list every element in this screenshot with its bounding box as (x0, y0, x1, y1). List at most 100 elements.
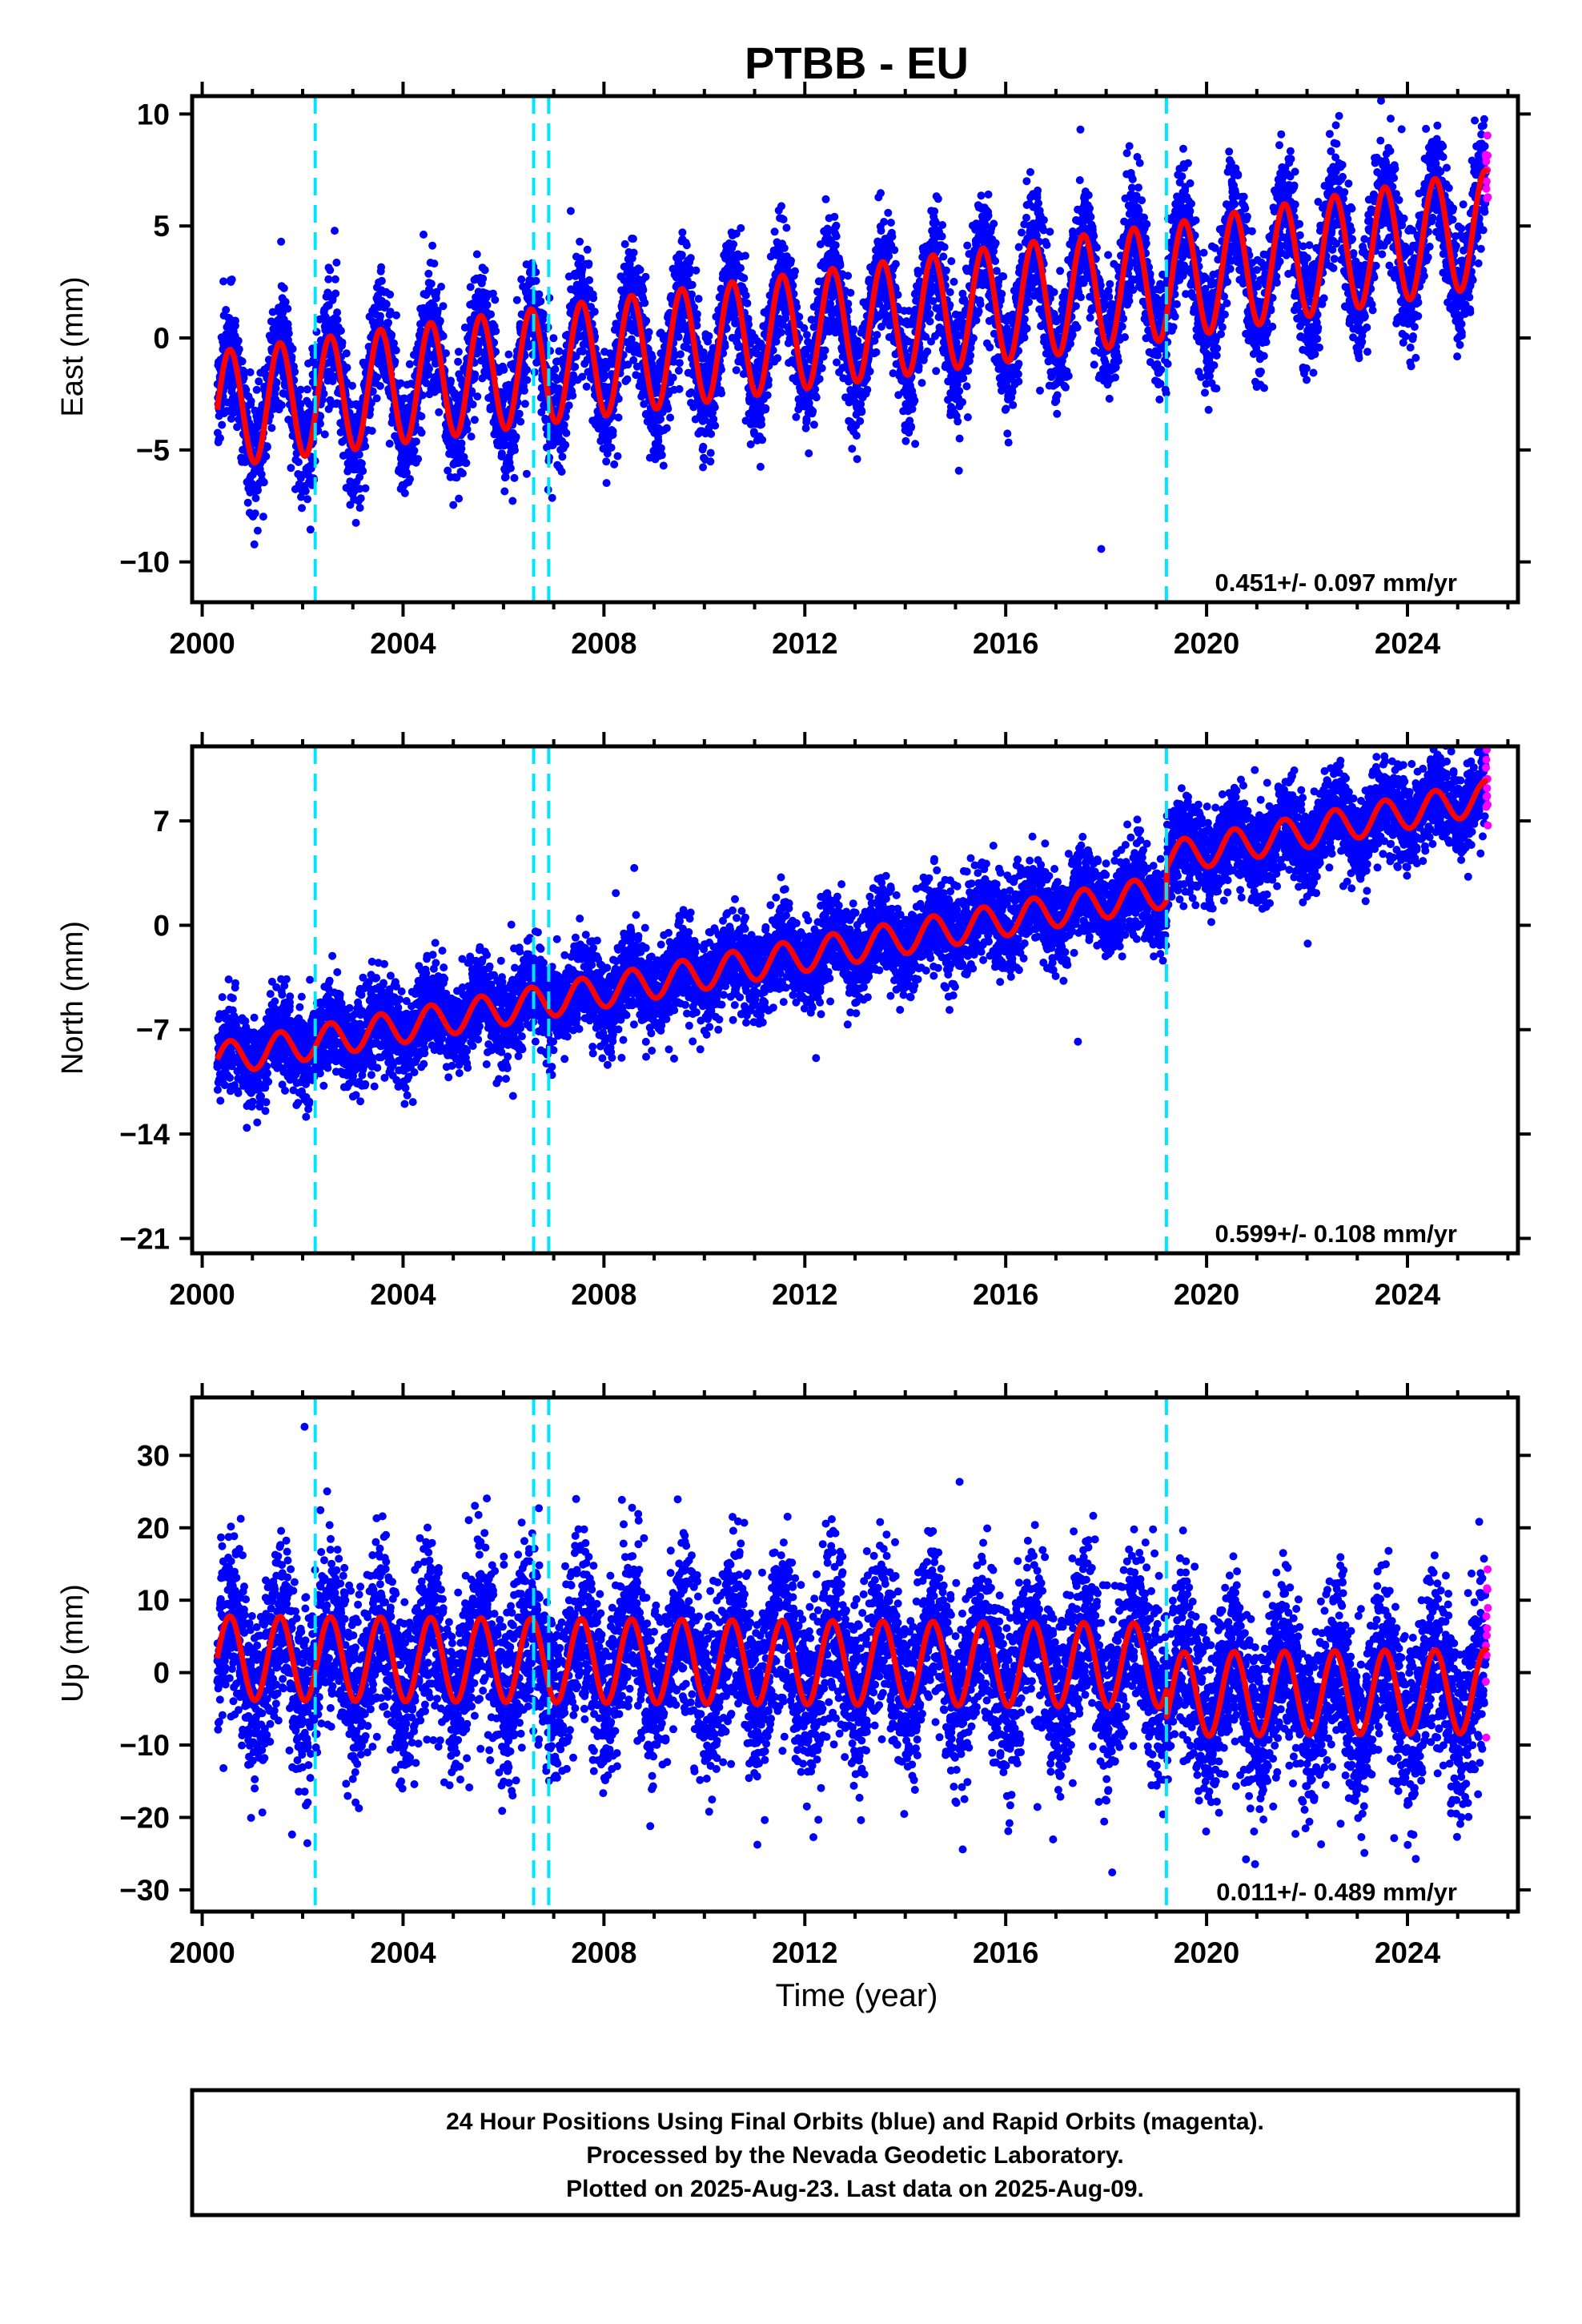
east-point (439, 332, 448, 340)
east-point (390, 339, 398, 348)
east-point (333, 308, 342, 317)
east-point (831, 241, 840, 250)
east-point (235, 345, 243, 354)
east-point (763, 391, 772, 400)
east-point (676, 350, 685, 359)
east-point (780, 243, 789, 252)
east-point (805, 449, 813, 458)
east-point (607, 444, 616, 452)
east-point (400, 489, 409, 497)
east-point (492, 327, 500, 336)
east-point (846, 288, 855, 297)
east-point (432, 287, 441, 296)
east-point (662, 424, 671, 432)
east-point (741, 292, 750, 300)
east-point (500, 365, 508, 374)
east-point (873, 331, 881, 340)
east-point (454, 357, 463, 366)
east-point (608, 427, 617, 436)
east-point (590, 308, 599, 316)
east-point (424, 371, 433, 379)
east-point (355, 450, 363, 459)
east-point (787, 256, 795, 265)
east-point (566, 207, 575, 215)
east-point (433, 307, 442, 315)
east-point (741, 251, 749, 260)
east-point (222, 382, 231, 390)
east-point (674, 366, 683, 375)
east-point (382, 300, 391, 308)
east-point (510, 473, 519, 482)
east-point (677, 251, 686, 259)
east-point (939, 252, 948, 261)
east-point (891, 259, 900, 268)
east-point (830, 212, 839, 221)
east-point (267, 424, 276, 432)
east-point (833, 358, 841, 367)
east-point (368, 387, 377, 396)
east-point (359, 467, 367, 476)
east-point (458, 469, 467, 478)
east-point (656, 415, 665, 424)
east-point (375, 382, 384, 390)
chart-title: PTBB - EU (745, 38, 969, 88)
east-point (907, 422, 916, 431)
east-point (628, 235, 637, 243)
east-point (535, 290, 544, 299)
east-point (222, 306, 231, 314)
east-point (686, 254, 695, 263)
east-point (792, 412, 801, 421)
east-point (520, 400, 529, 408)
east-point (238, 357, 247, 366)
east-point (373, 373, 382, 382)
east-point (385, 440, 394, 448)
east-point (863, 385, 872, 394)
east-point (710, 403, 719, 412)
east-point (917, 379, 926, 388)
east-point (406, 475, 414, 484)
east-point (262, 452, 271, 460)
east-point (386, 290, 395, 299)
east-point (877, 189, 885, 198)
east-point (500, 487, 509, 496)
east-point (437, 283, 445, 291)
east-point (473, 392, 482, 401)
east-point (756, 462, 765, 471)
east-point (614, 413, 623, 422)
east-point (442, 349, 450, 358)
east-point (557, 468, 566, 476)
east-point (336, 327, 345, 335)
east-point (268, 308, 277, 316)
east-point (372, 394, 381, 403)
east-point (298, 471, 307, 480)
east-point (648, 353, 656, 362)
east-point (231, 316, 239, 325)
east-point (743, 299, 752, 308)
east-point (877, 227, 885, 235)
east-point (761, 404, 770, 412)
east-point (682, 241, 691, 250)
east-point (938, 221, 947, 229)
east-point (420, 230, 428, 239)
east-point (539, 309, 548, 318)
east-point (926, 309, 934, 318)
east-point (377, 263, 386, 271)
east-point (303, 495, 311, 504)
east-point (471, 370, 480, 379)
east-point (809, 407, 817, 416)
east-point (657, 451, 666, 460)
east-point (692, 266, 701, 275)
east-point (636, 266, 644, 274)
east-point (418, 391, 427, 400)
east-point (791, 267, 799, 275)
east-point (436, 316, 444, 325)
east-point (844, 271, 853, 280)
east-point (331, 275, 339, 283)
east-point (307, 464, 315, 472)
east-point (277, 237, 286, 246)
east-point (281, 298, 290, 306)
east-point (777, 328, 785, 337)
east-point (706, 448, 715, 457)
east-point (287, 352, 296, 361)
